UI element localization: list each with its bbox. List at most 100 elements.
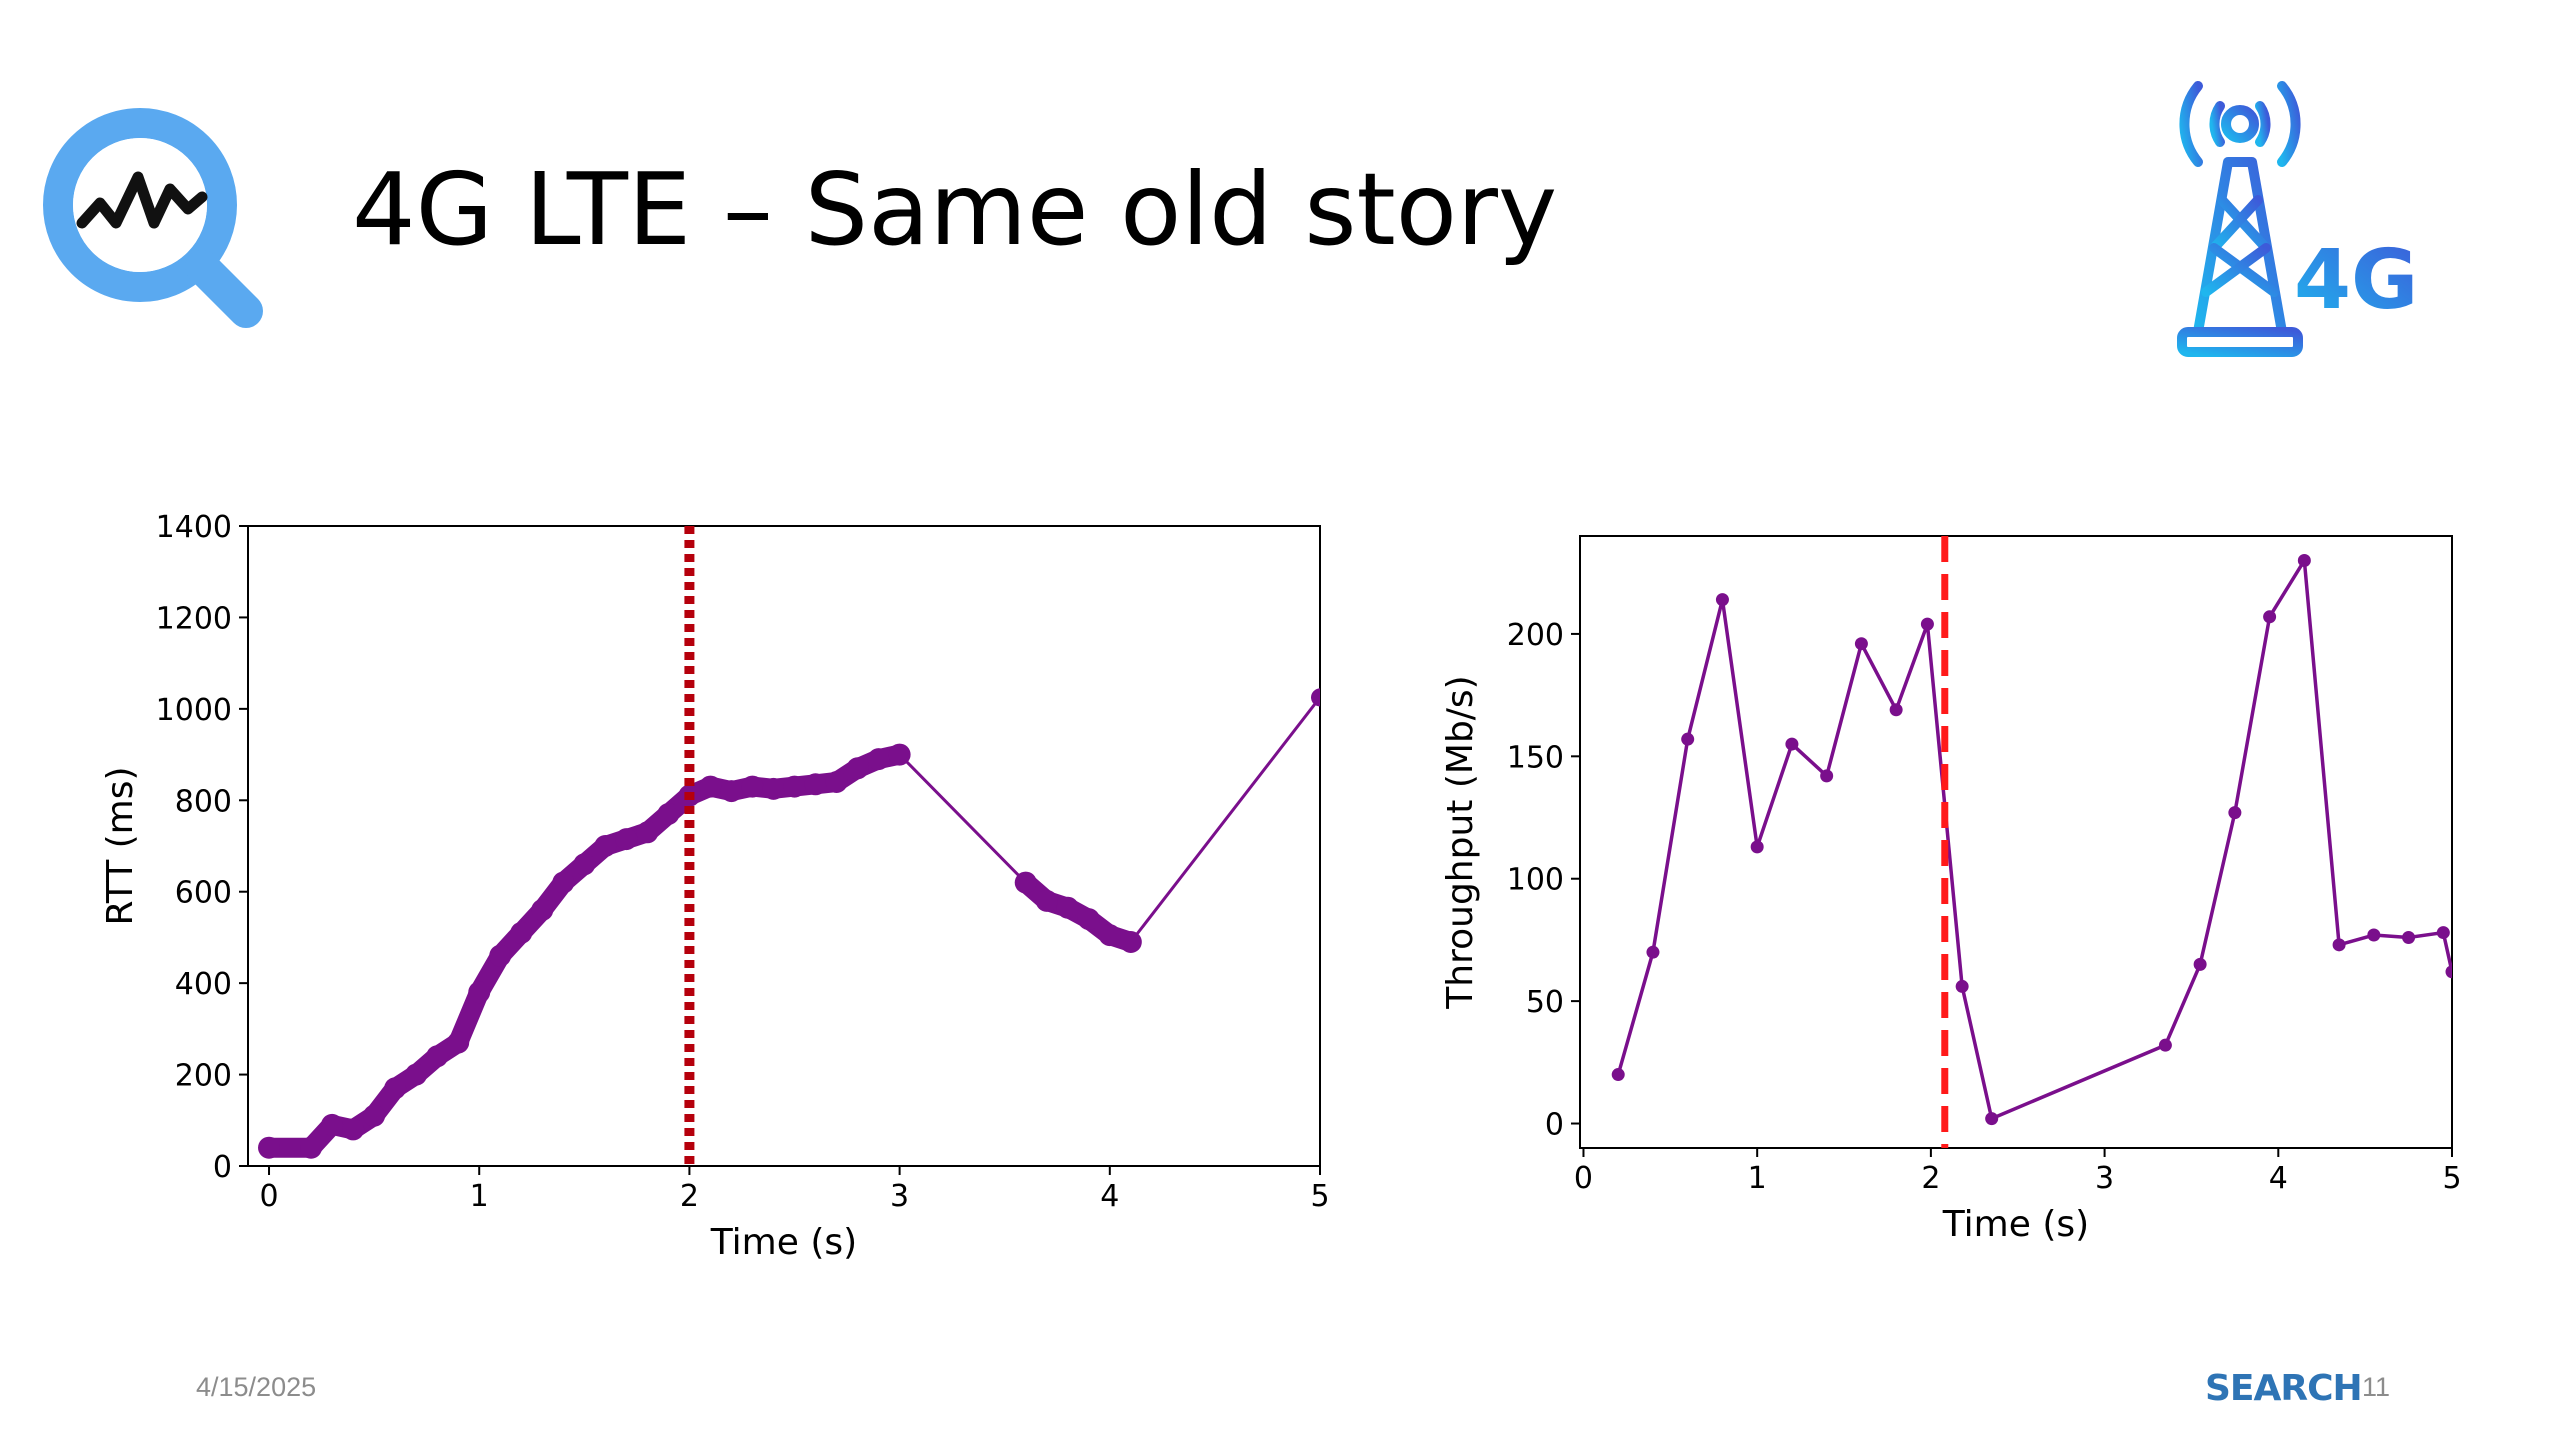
x-tick-label: 4 <box>1100 1179 1119 1214</box>
throughput-point <box>1985 1112 1999 1126</box>
rtt-point <box>300 1136 323 1159</box>
x-tick-label: 2 <box>680 1179 699 1214</box>
y-tick-label: 100 <box>1507 863 1564 898</box>
throughput-point <box>2158 1038 2172 1052</box>
throughput-point <box>2402 930 2416 944</box>
x-tick-label: 4 <box>2269 1161 2288 1196</box>
rtt-point <box>258 1136 281 1159</box>
y-tick-label: 0 <box>213 1150 232 1185</box>
throughput-point <box>2297 553 2311 567</box>
x-tick-label: 5 <box>1310 1179 1329 1214</box>
rtt-point <box>489 944 512 967</box>
throughput-point <box>1750 840 1764 854</box>
magnifier-lens-inner <box>73 138 207 272</box>
y-tick-label: 400 <box>175 967 232 1002</box>
rtt-point <box>783 775 806 798</box>
rtt-point <box>447 1031 470 1054</box>
connector-line <box>1129 696 1320 943</box>
throughput-point <box>1646 945 1660 959</box>
rtt-point <box>1077 908 1100 931</box>
throughput-line <box>1616 558 2452 1121</box>
rtt-point <box>825 771 848 793</box>
throughput-point <box>2263 610 2277 624</box>
throughput-point <box>2332 938 2346 952</box>
signal-wave-left-inner <box>2209 101 2225 147</box>
tower-4g-label: 4G <box>2294 233 2418 328</box>
footer-brand: SEARCH <box>2205 1368 2363 1409</box>
rtt-point <box>594 835 617 857</box>
signal-wave-right-outer <box>2277 81 2301 167</box>
magnifier-handle <box>185 250 263 328</box>
throughput-point <box>1955 979 1969 993</box>
rtt-point <box>867 748 890 771</box>
rtt-point <box>699 775 722 798</box>
throughput-point <box>1920 617 1934 631</box>
rtt-point <box>321 1113 344 1136</box>
plot-frame <box>1579 535 2453 1149</box>
x-tick-label: 2 <box>1921 1161 1940 1196</box>
x-tick-label: 1 <box>1748 1161 1767 1196</box>
x-tick-label: 1 <box>470 1179 489 1214</box>
rtt-point <box>510 921 533 944</box>
y-tick-label: 50 <box>1526 985 1564 1020</box>
y-axis-label: RTT (ms) <box>100 766 141 925</box>
plot-area <box>1611 553 2452 1126</box>
rtt-point <box>531 899 554 921</box>
throughput-point <box>1715 593 1729 607</box>
x-tick-label: 5 <box>2442 1161 2461 1196</box>
throughput-point <box>2228 806 2242 820</box>
rtt-point <box>888 743 911 766</box>
y-tick-label: 1200 <box>156 601 232 636</box>
x-axis-label: Time (s) <box>710 1222 857 1263</box>
plot-area <box>258 688 1320 1159</box>
x-tick-label: 3 <box>2095 1161 2114 1196</box>
rtt-point <box>804 773 827 796</box>
y-tick-label: 800 <box>175 784 232 819</box>
rtt-point <box>426 1045 449 1068</box>
page-number: 11 <box>2362 1372 2391 1402</box>
throughput-point <box>1681 732 1695 746</box>
y-tick-label: 200 <box>175 1059 232 1094</box>
throughput-point <box>2436 926 2450 940</box>
rtt-point <box>384 1077 407 1100</box>
rtt-point <box>573 853 596 876</box>
throughput-point <box>1611 1068 1625 1082</box>
rtt-point <box>342 1118 365 1141</box>
rtt-point <box>1119 931 1142 953</box>
throughput-point <box>1785 737 1799 751</box>
signal-wave-left-outer <box>2179 81 2203 167</box>
throughput-point <box>1889 703 1903 717</box>
rtt-point <box>846 757 869 780</box>
y-tick-label: 0 <box>1545 1108 1564 1143</box>
rtt-point <box>1311 688 1320 707</box>
x-axis-label: Time (s) <box>1942 1204 2089 1245</box>
throughput-point <box>2445 965 2452 979</box>
throughput-point <box>1854 637 1868 651</box>
y-tick-label: 600 <box>175 876 232 911</box>
rtt-point <box>1098 924 1121 947</box>
footer-date: 4/15/2025 <box>196 1372 317 1402</box>
rtt-point <box>552 871 575 894</box>
rtt-point <box>1035 889 1058 912</box>
rtt-point <box>1056 896 1079 919</box>
x-tick-label: 0 <box>1574 1161 1593 1196</box>
rtt-point <box>405 1063 428 1086</box>
slide-title: 4G LTE – Same old story <box>352 151 1558 268</box>
rtt-point <box>741 775 764 798</box>
rtt-point <box>363 1104 386 1127</box>
y-axis-label: Throughput (Mb/s) <box>1440 675 1481 1009</box>
rtt-point <box>657 803 680 825</box>
throughput-point <box>2367 928 2381 942</box>
throughput-point <box>1820 769 1834 783</box>
y-tick-label: 150 <box>1507 740 1564 775</box>
magnifier-lens <box>43 108 237 302</box>
cell-tower-4g-icon: 4G <box>2177 81 2418 357</box>
y-tick-label: 1000 <box>156 693 232 728</box>
rtt-chart: 0 1 2 3 4 5 0 200 400 600 800 1000 1200 1400 Time (s) R… <box>100 510 1330 1263</box>
rtt-point <box>636 821 659 844</box>
throughput-point <box>2193 957 2207 971</box>
magnifier-waveform-icon <box>43 108 263 328</box>
rtt-point <box>720 780 743 803</box>
rtt-point <box>1014 871 1037 894</box>
